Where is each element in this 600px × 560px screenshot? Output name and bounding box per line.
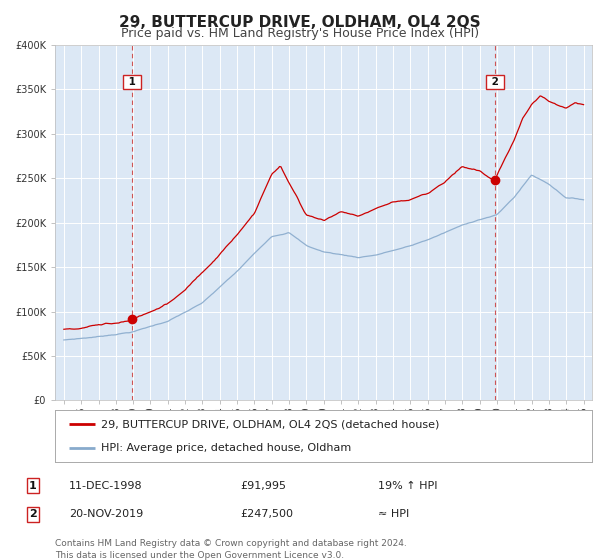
Text: 11-DEC-1998: 11-DEC-1998	[69, 480, 143, 491]
Text: HPI: Average price, detached house, Oldham: HPI: Average price, detached house, Oldh…	[101, 443, 351, 453]
Text: £91,995: £91,995	[240, 480, 286, 491]
Text: 29, BUTTERCUP DRIVE, OLDHAM, OL4 2QS (detached house): 29, BUTTERCUP DRIVE, OLDHAM, OL4 2QS (de…	[101, 419, 439, 430]
Text: Price paid vs. HM Land Registry's House Price Index (HPI): Price paid vs. HM Land Registry's House …	[121, 27, 479, 40]
Text: 2: 2	[29, 509, 37, 519]
Text: 20-NOV-2019: 20-NOV-2019	[69, 509, 143, 519]
Text: 1: 1	[125, 77, 139, 87]
Text: 19% ↑ HPI: 19% ↑ HPI	[378, 480, 437, 491]
Text: ≈ HPI: ≈ HPI	[378, 509, 409, 519]
Text: 1: 1	[29, 480, 37, 491]
Text: £247,500: £247,500	[240, 509, 293, 519]
Text: 29, BUTTERCUP DRIVE, OLDHAM, OL4 2QS: 29, BUTTERCUP DRIVE, OLDHAM, OL4 2QS	[119, 15, 481, 30]
Text: Contains HM Land Registry data © Crown copyright and database right 2024.
This d: Contains HM Land Registry data © Crown c…	[55, 539, 407, 559]
Text: 2: 2	[488, 77, 502, 87]
